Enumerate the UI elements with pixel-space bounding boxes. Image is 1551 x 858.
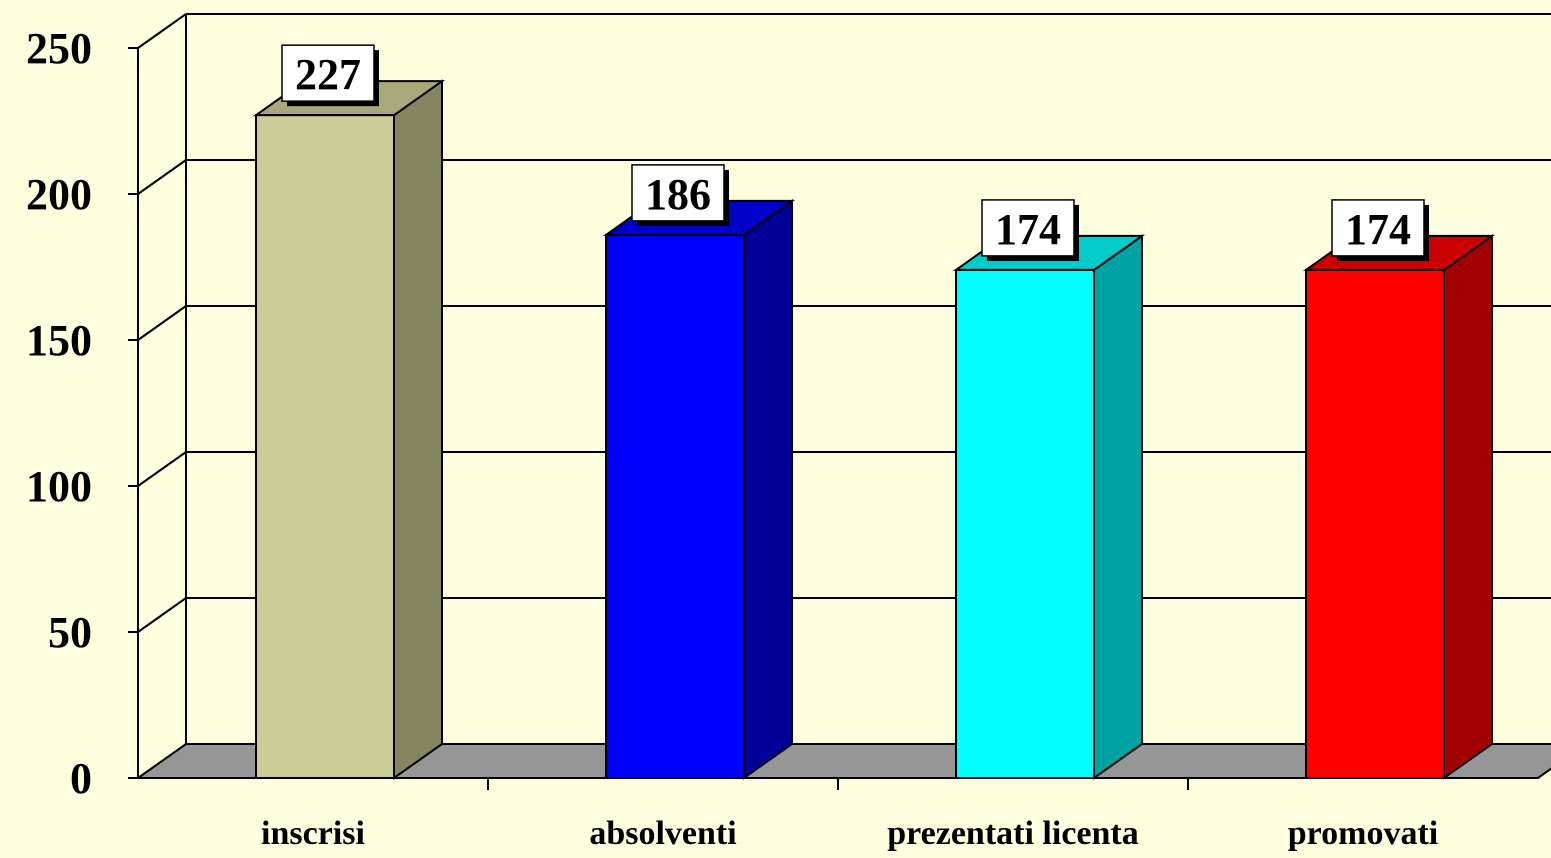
tick-labels: 0 50 100 150 200 250 inscrisi absolventi prezent… — [26, 24, 1438, 852]
bar — [605, 233, 745, 779]
bar — [955, 268, 1095, 779]
data-label-box — [981, 199, 1075, 257]
bar-side — [1093, 233, 1143, 780]
data-labels: 227 186 174 174 — [281, 44, 1429, 261]
x-tick-label: promovati — [1288, 815, 1438, 852]
data-label: 174 — [995, 205, 1061, 254]
gridline-diagonal — [137, 159, 187, 195]
y-tick-label: 150 — [26, 316, 92, 365]
bar — [1305, 268, 1445, 779]
gridline-diagonal — [137, 597, 187, 633]
gridline-diagonal — [137, 13, 187, 49]
data-label-box — [631, 164, 725, 222]
bar-side — [743, 198, 793, 780]
gridline-diagonal — [137, 451, 187, 487]
bar-side — [393, 79, 443, 780]
y-tick-label: 0 — [70, 754, 92, 803]
x-tick-label: prezentati licenta — [887, 815, 1138, 852]
data-label-box — [1331, 199, 1425, 257]
data-label: 186 — [645, 170, 711, 219]
bar-side — [1443, 233, 1493, 780]
y-tick-label: 50 — [48, 608, 92, 657]
y-tick-label: 200 — [26, 170, 92, 219]
data-label-box — [281, 44, 375, 102]
x-tick-label: absolventi — [589, 815, 736, 852]
data-label: 174 — [1345, 205, 1411, 254]
y-tick-label: 100 — [26, 462, 92, 511]
y-tick-label: 250 — [26, 24, 92, 73]
gridline-diagonal — [137, 305, 187, 341]
x-tick-label: inscrisi — [261, 815, 365, 852]
bar — [255, 114, 395, 780]
data-label: 227 — [295, 50, 361, 99]
bars — [252, 79, 1496, 780]
